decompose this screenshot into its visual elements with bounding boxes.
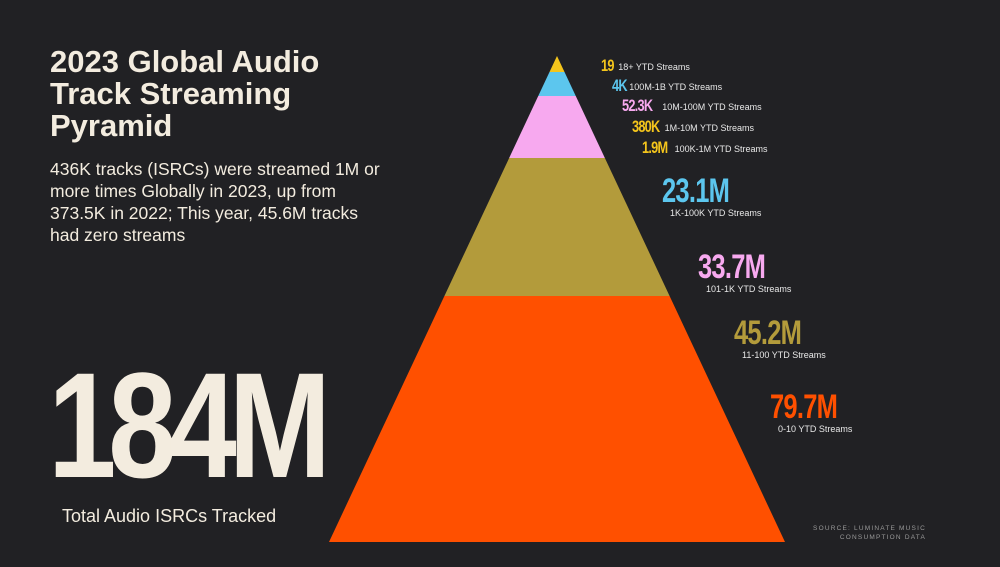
tier-category: 101-1K YTD Streams [706,284,792,294]
tier-category: 10M-100M YTD Streams [662,101,762,112]
tier-value: 19 [601,56,614,75]
tier-label: 45.2M 11-100 YTD Streams [734,316,826,360]
pyramid-band [549,56,565,72]
tier-label: 33.7M 101-1K YTD Streams [698,250,791,294]
tier-value: 1.9M [642,138,668,157]
source-note: SOURCE: LUMINATE MUSIC CONSUMPTION DATA [800,524,926,542]
tier-label: 23.1M 1K-100K YTD Streams [662,174,761,218]
subtitle: 436K tracks (ISRCs) were streamed 1M or … [50,159,380,245]
tier-label: 19 18+ YTD Streams [601,56,690,76]
pyramid-band [538,72,576,96]
tier-category: 1K-100K YTD Streams [670,208,762,218]
tier-value: 4K [612,76,628,95]
tier-label: 79.7M 0-10 YTD Streams [770,390,860,434]
tier-value: 23.1M [662,172,730,210]
source-line: CONSUMPTION DATA [839,534,926,541]
tier-label: 4K 100M-1B YTD Streams [612,76,722,96]
total-label: Total Audio ISRCs Tracked [62,506,277,526]
tier-value: 45.2M [734,314,802,352]
pyramid-band [444,158,670,296]
tier-value: 33.7M [698,248,766,286]
title-line: Pyramid [50,108,173,143]
tier-value: 380K [632,117,660,136]
tier-category: 100K-1M YTD Streams [674,143,768,154]
title-line: Track Streaming [50,76,292,111]
tier-category: 11-100 YTD Streams [742,350,826,360]
tier-category: 18+ YTD Streams [618,61,690,72]
pyramid-band [329,296,785,542]
tier-value: 79.7M [770,388,838,426]
tier-category: 100M-1B YTD Streams [629,81,723,92]
tier-category: 0-10 YTD Streams [778,424,853,434]
total-value: 184M [48,341,331,509]
tier-value: 52.3K [622,96,653,115]
title-line: 2023 Global Audio [50,44,320,79]
source-line: SOURCE: LUMINATE MUSIC [813,525,926,532]
tier-category: 1M-10M YTD Streams [664,122,754,133]
page-title: 2023 Global Audio Track Streaming Pyrami… [50,46,319,142]
pyramid-band [509,96,605,158]
tier-label: 1.9M 100K-1M YTD Streams [642,138,767,158]
tier-label: 380K 1M-10M YTD Streams [632,117,754,137]
tier-label: 52.3K 10M-100M YTD Streams [622,96,762,116]
